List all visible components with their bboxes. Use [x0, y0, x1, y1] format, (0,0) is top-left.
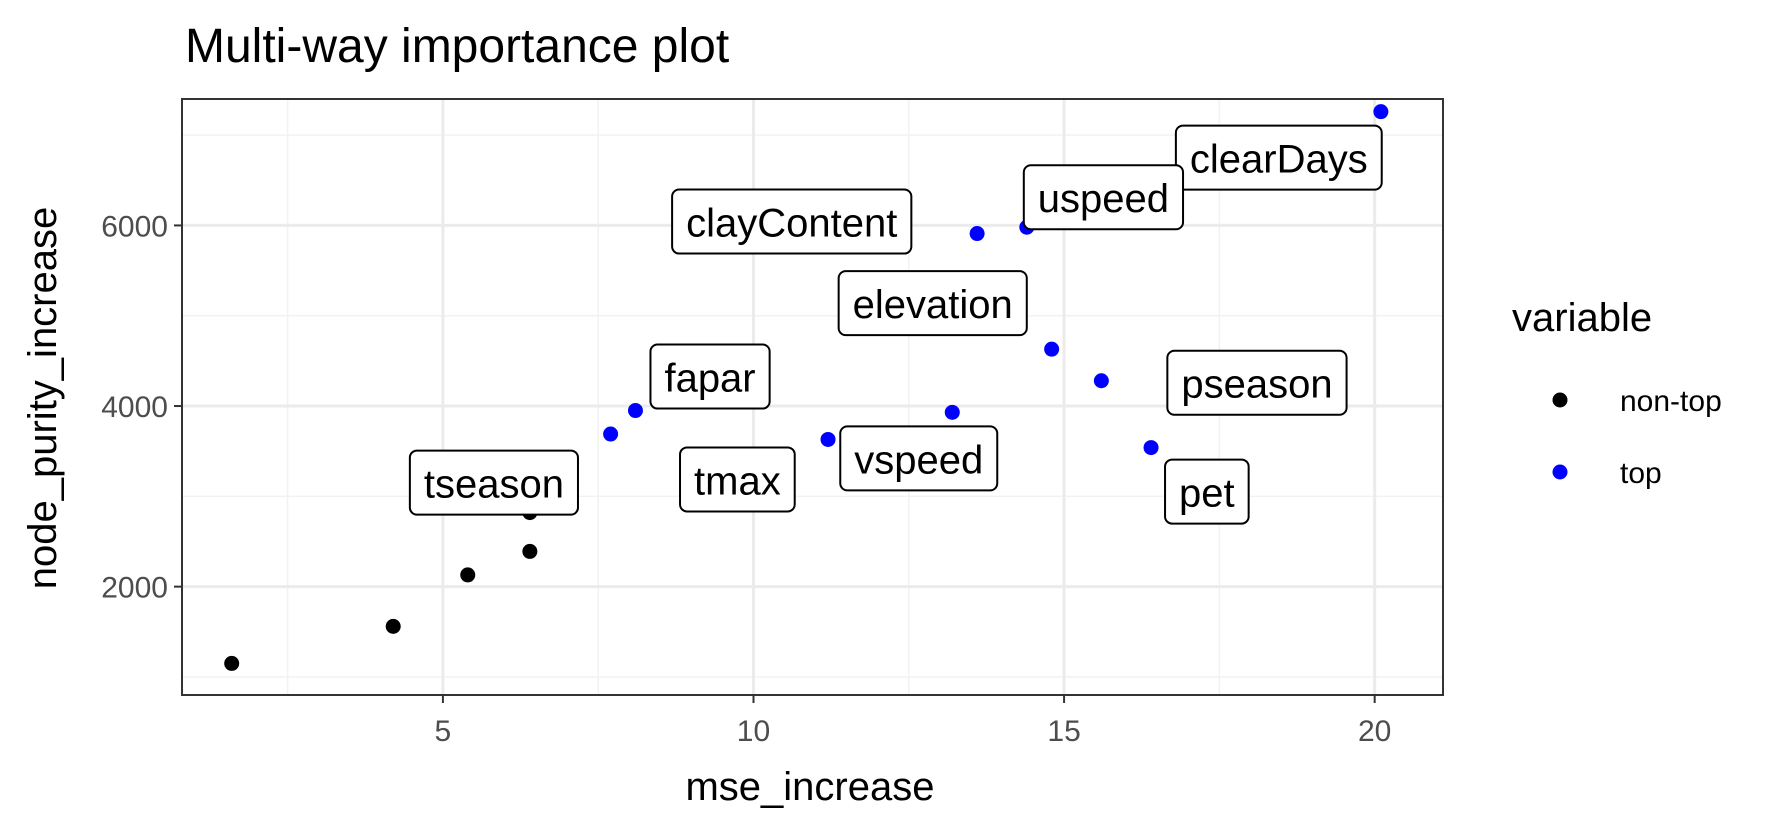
point-label-box [1022, 164, 1185, 231]
point-label: pseason [1166, 349, 1348, 416]
legend-label: non-top [1620, 385, 1722, 418]
point-label-text: vspeed [854, 438, 983, 482]
chart-title: Multi-way importance plot [185, 20, 729, 73]
point-label: vspeed [839, 425, 999, 492]
point-label-box [649, 343, 771, 410]
point-label-box [1174, 124, 1383, 191]
y-axis-title: node_purity_increase [21, 207, 65, 589]
point-label-box [839, 425, 999, 492]
legend-title: variable [1512, 296, 1652, 340]
point-label-box [671, 188, 913, 255]
x-tick-label: 5 [435, 715, 452, 748]
point-label-box [1166, 349, 1348, 416]
data-point-non-top [385, 618, 401, 634]
point-label-text: pet [1179, 472, 1235, 516]
point-label-text: tseason [424, 463, 564, 507]
data-point-top [1373, 104, 1389, 120]
point-label-text: fapar [664, 357, 755, 401]
data-point-top [969, 226, 985, 242]
point-label: elevation [837, 270, 1028, 337]
point-label: fapar [649, 343, 771, 410]
data-point-top [1143, 440, 1159, 456]
data-point-top [1044, 341, 1060, 357]
legend-key-non-top [1552, 392, 1568, 408]
legend-label: top [1620, 457, 1662, 490]
plot-panel: 5 10 15 20 2000 4000 6000 clearDays uspeed clayCo… [101, 98, 1444, 748]
data-point-non-top [224, 655, 240, 671]
panel-border [181, 98, 1444, 696]
x-tick-label: 10 [737, 715, 770, 748]
data-point-top [1093, 373, 1109, 389]
point-label: tseason [408, 449, 579, 516]
x-axis-title: mse_increase [685, 765, 934, 809]
point-label-box [1164, 458, 1250, 525]
y-tick-label: 4000 [101, 391, 168, 424]
point-label: clayContent [671, 188, 913, 255]
point-label-box [679, 446, 796, 513]
x-tick-label: 15 [1047, 715, 1080, 748]
data-point-top [627, 403, 643, 419]
point-label-text: elevation [853, 283, 1013, 327]
point-label-text: clayContent [686, 202, 897, 246]
point-label-box [837, 270, 1028, 337]
data-point-top [944, 404, 960, 420]
data-point-top [603, 426, 619, 442]
legend: variable non-top top [1512, 296, 1722, 490]
data-point-non-top [522, 543, 538, 559]
y-tick-label: 2000 [101, 572, 168, 605]
y-tick-label: 6000 [101, 210, 168, 243]
legend-key-top [1552, 464, 1568, 480]
point-label-text: uspeed [1038, 177, 1169, 221]
point-label: uspeed [1022, 164, 1185, 231]
point-label-box [408, 449, 579, 516]
data-point-top [820, 431, 836, 447]
x-tick-label: 20 [1358, 715, 1391, 748]
point-label-text: clearDays [1190, 138, 1368, 182]
point-label: pet [1164, 458, 1250, 525]
point-label: clearDays [1174, 124, 1383, 191]
point-label: tmax [679, 446, 796, 513]
point-label-text: tmax [694, 459, 781, 503]
data-point-non-top [460, 567, 476, 583]
point-label-text: pseason [1181, 363, 1332, 407]
